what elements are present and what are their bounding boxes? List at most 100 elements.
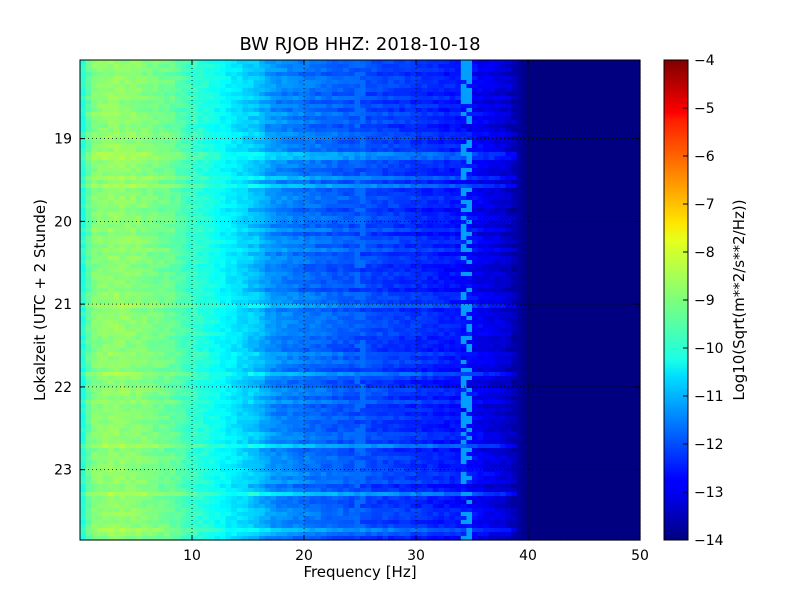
heatmap-cell xyxy=(449,256,456,261)
heatmap-cell xyxy=(354,92,361,97)
heatmap-cell xyxy=(315,168,322,173)
heatmap-cell xyxy=(544,92,551,97)
heatmap-cell xyxy=(141,176,148,181)
heatmap-cell xyxy=(472,164,479,169)
heatmap-cell xyxy=(225,200,232,205)
heatmap-cell xyxy=(494,108,501,113)
heatmap-cell xyxy=(634,148,641,153)
heatmap-cell xyxy=(208,124,215,129)
heatmap-cell xyxy=(606,228,613,233)
heatmap-cell xyxy=(628,124,635,129)
heatmap-cell xyxy=(147,180,154,185)
heatmap-cell xyxy=(572,236,579,241)
heatmap-cell xyxy=(276,188,283,193)
heatmap-cell xyxy=(242,240,249,245)
heatmap-cell xyxy=(309,240,316,245)
heatmap-cell xyxy=(449,84,456,89)
heatmap-cell xyxy=(388,80,395,85)
heatmap-cell xyxy=(488,184,495,189)
heatmap-cell xyxy=(152,92,159,97)
heatmap-cell xyxy=(410,72,417,77)
heatmap-cell xyxy=(152,136,159,141)
heatmap-cell xyxy=(421,236,428,241)
heatmap-cell xyxy=(158,172,165,177)
heatmap-cell xyxy=(606,120,613,125)
heatmap-cell xyxy=(124,72,131,77)
heatmap-cell xyxy=(376,148,383,153)
heatmap-cell xyxy=(432,100,439,105)
heatmap-cell xyxy=(444,168,451,173)
heatmap-cell xyxy=(388,84,395,89)
heatmap-cell xyxy=(259,132,266,137)
heatmap-cell xyxy=(141,172,148,177)
heatmap-cell xyxy=(315,92,322,97)
heatmap-cell xyxy=(600,236,607,241)
heatmap-cell xyxy=(466,120,473,125)
heatmap-cell xyxy=(544,184,551,189)
heatmap-cell xyxy=(561,132,568,137)
heatmap-cell xyxy=(410,68,417,73)
heatmap-cell xyxy=(483,108,490,113)
heatmap-cell xyxy=(264,92,271,97)
heatmap-cell xyxy=(192,60,199,65)
heatmap-cell xyxy=(354,76,361,81)
heatmap-cell xyxy=(371,108,378,113)
heatmap-cell xyxy=(264,172,271,177)
heatmap-cell xyxy=(85,172,92,177)
heatmap-cell xyxy=(500,88,507,93)
heatmap-cell xyxy=(606,92,613,97)
heatmap-cell xyxy=(522,220,529,225)
heatmap-cell xyxy=(91,112,98,117)
heatmap-cell xyxy=(516,96,523,101)
heatmap-cell xyxy=(410,76,417,81)
heatmap-cell xyxy=(472,192,479,197)
heatmap-cell xyxy=(354,112,361,117)
heatmap-cell xyxy=(158,248,165,253)
heatmap-cell xyxy=(623,96,630,101)
heatmap-cell xyxy=(253,200,260,205)
heatmap-cell xyxy=(623,172,630,177)
heatmap-cell xyxy=(270,236,277,241)
heatmap-cell xyxy=(584,108,591,113)
heatmap-cell xyxy=(141,76,148,81)
heatmap-cell xyxy=(108,236,115,241)
heatmap-cell xyxy=(427,96,434,101)
heatmap-cell xyxy=(208,252,215,257)
heatmap-cell xyxy=(544,240,551,245)
heatmap-cell xyxy=(516,72,523,77)
heatmap-cell xyxy=(539,68,546,73)
heatmap-cell xyxy=(511,136,518,141)
heatmap-cell xyxy=(483,128,490,133)
heatmap-cell xyxy=(556,156,563,161)
heatmap-cell xyxy=(130,68,137,73)
heatmap-cell xyxy=(113,124,120,129)
heatmap-cell xyxy=(85,80,92,85)
heatmap-cell xyxy=(96,160,103,165)
heatmap-cell xyxy=(102,228,109,233)
heatmap-cell xyxy=(259,100,266,105)
heatmap-cell xyxy=(567,76,574,81)
heatmap-cell xyxy=(113,188,120,193)
heatmap-cell xyxy=(264,84,271,89)
heatmap-cell xyxy=(505,128,512,133)
heatmap-cell xyxy=(606,160,613,165)
heatmap-cell xyxy=(197,168,204,173)
heatmap-cell xyxy=(494,60,501,65)
heatmap-cell xyxy=(337,208,344,213)
heatmap-cell xyxy=(354,240,361,245)
heatmap-cell xyxy=(477,248,484,253)
heatmap-cell xyxy=(96,120,103,125)
heatmap-cell xyxy=(248,252,255,257)
heatmap-cell xyxy=(404,220,411,225)
heatmap-cell xyxy=(634,164,641,169)
heatmap-cell xyxy=(399,168,406,173)
heatmap-cell xyxy=(309,212,316,217)
heatmap-cell xyxy=(80,84,87,89)
heatmap-cell xyxy=(522,200,529,205)
heatmap-cell xyxy=(365,60,372,65)
heatmap-cell xyxy=(197,184,204,189)
heatmap-cell xyxy=(494,216,501,221)
heatmap-cell xyxy=(287,232,294,237)
heatmap-cell xyxy=(606,144,613,149)
heatmap-cell xyxy=(270,152,277,157)
